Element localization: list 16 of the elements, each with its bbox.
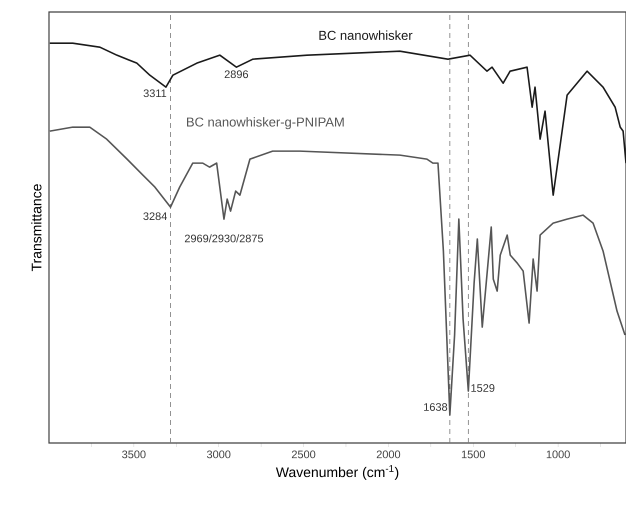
annotation: 3311	[144, 89, 166, 98]
annotation: 2969/2930/2875	[184, 234, 264, 242]
series-label: BC nanowhisker	[319, 30, 412, 40]
x-axis-title: Wavenumber (cm$^{-1}$)	[276, 465, 398, 480]
x-tick-label: 3500	[122, 450, 146, 458]
x-tick-label: 2500	[292, 450, 316, 458]
annotation: 3284	[143, 212, 167, 220]
annotation: 1638	[424, 403, 448, 411]
x-tick-label: 2000	[376, 450, 400, 458]
x-tick-label: 3000	[206, 450, 230, 458]
series-label: BC nanowhisker-g-PNIPAM	[187, 117, 344, 130]
y-axis-title: Transmittance	[31, 184, 42, 272]
annotation: 2896	[224, 70, 248, 78]
x-tick-label: 1000	[546, 450, 570, 458]
annotation: 1529	[471, 384, 494, 392]
x-tick-label: 1500	[462, 450, 486, 458]
